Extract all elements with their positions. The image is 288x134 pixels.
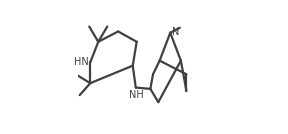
Text: HN: HN	[75, 57, 89, 67]
Text: NH: NH	[129, 90, 143, 100]
Text: N: N	[172, 27, 179, 37]
